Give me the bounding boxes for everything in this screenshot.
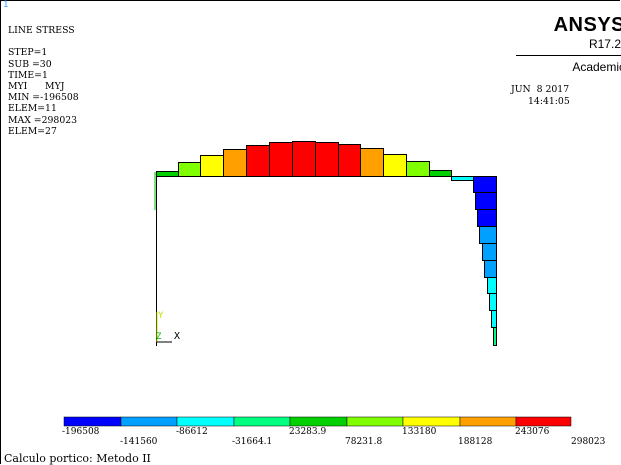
time-label: 14:41:05 bbox=[528, 96, 570, 107]
legend-swatch bbox=[346, 416, 404, 427]
stress-bar bbox=[200, 155, 224, 177]
info-line: MIN =-196508 bbox=[8, 92, 79, 104]
stress-bar bbox=[406, 161, 430, 177]
stress-bar bbox=[429, 170, 452, 177]
info-line: TIME=1 bbox=[8, 69, 48, 81]
date-label: JUN 8 2017 bbox=[511, 84, 570, 95]
triad-x-label: X bbox=[174, 331, 181, 342]
stress-bar bbox=[383, 154, 407, 177]
info-block: LINE STRESS STEP=1 SUB =30 TIME=1 MYI MY… bbox=[8, 25, 79, 137]
window-number: 1 bbox=[3, 0, 9, 10]
info-line: MAX =298023 bbox=[8, 114, 78, 126]
info-line: LINE STRESS bbox=[8, 25, 75, 36]
info-line: MYI MYJ bbox=[8, 80, 65, 92]
legend-label: -196508 bbox=[62, 427, 100, 437]
ansys-logo: ANSYS bbox=[553, 14, 621, 36]
legend-swatch bbox=[459, 416, 517, 427]
legend-swatch bbox=[402, 416, 461, 427]
stress-bar bbox=[491, 310, 497, 328]
stress-bar bbox=[477, 209, 497, 227]
stress-bar bbox=[338, 144, 361, 177]
release-label: R17.2 bbox=[588, 37, 621, 51]
stress-bar bbox=[246, 145, 270, 177]
legend-label: 243076 bbox=[515, 427, 550, 437]
info-line: STEP=1 bbox=[8, 47, 48, 59]
stress-bar bbox=[269, 142, 293, 177]
edition-label: Academic bbox=[572, 60, 621, 74]
legend-swatch bbox=[63, 416, 122, 427]
stress-bar bbox=[482, 243, 497, 261]
legend-swatch bbox=[515, 416, 572, 427]
beam-stress-diagram bbox=[156, 141, 474, 181]
coordinate-triad: Y Z bbox=[156, 311, 172, 343]
legend-label: 188128 bbox=[458, 437, 493, 447]
legend-bar bbox=[63, 416, 572, 427]
stress-bar bbox=[315, 142, 339, 177]
stress-bar bbox=[178, 162, 201, 177]
stress-bar bbox=[360, 148, 384, 177]
info-line: ELEM=27 bbox=[8, 125, 57, 137]
stress-bar bbox=[493, 327, 497, 346]
stress-bar bbox=[451, 176, 474, 181]
stress-bar bbox=[473, 176, 497, 193]
stress-bar bbox=[484, 260, 497, 278]
logo-divider bbox=[516, 55, 621, 56]
stress-bar bbox=[223, 149, 247, 177]
legend-swatch bbox=[120, 416, 178, 427]
column-stress-diagram bbox=[473, 176, 497, 346]
info-line: ELEM=11 bbox=[8, 103, 57, 115]
stress-bar bbox=[292, 141, 316, 177]
stress-bar bbox=[489, 293, 497, 311]
stress-bar bbox=[475, 192, 497, 210]
legend-label: -141560 bbox=[120, 437, 158, 447]
info-line: SUB =30 bbox=[8, 58, 52, 70]
legend-swatch bbox=[289, 416, 348, 427]
legend-swatch bbox=[233, 416, 291, 427]
triad-z-label: Z bbox=[156, 332, 162, 342]
legend-label: 78231.8 bbox=[345, 437, 383, 447]
stress-bar bbox=[156, 171, 179, 177]
plot-caption: Calculo portico: Metodo II bbox=[4, 452, 151, 465]
legend-label: -86612 bbox=[176, 427, 208, 437]
legend-swatch bbox=[176, 416, 235, 427]
legend-label: 23283.9 bbox=[289, 427, 327, 437]
legend-label: -31664.1 bbox=[232, 437, 273, 447]
legend-label: 133180 bbox=[402, 427, 437, 437]
stress-bar bbox=[487, 277, 497, 294]
stress-bar bbox=[479, 226, 497, 244]
triad-y-label: Y bbox=[158, 311, 164, 321]
legend-label: 298023 bbox=[571, 437, 606, 447]
